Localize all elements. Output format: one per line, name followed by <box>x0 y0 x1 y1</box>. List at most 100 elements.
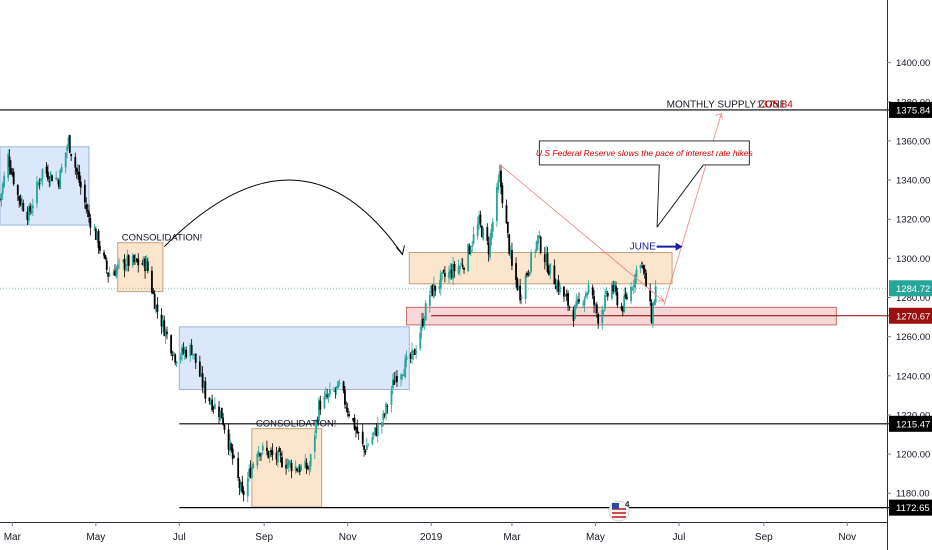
candle-body-2019-01-29 <box>468 246 471 255</box>
candle-body-2019-04-03 <box>556 282 559 292</box>
candle-body-2018-06-11 <box>151 270 153 293</box>
price-tick-label-1200: 1200.00 <box>896 450 930 461</box>
candle-body-2018-12-10 <box>400 374 402 380</box>
candle-body-2019-06-05 <box>642 265 645 270</box>
candle-body-2018-06-22 <box>166 331 168 334</box>
candle-body-2018-04-17 <box>75 168 78 172</box>
candle-body-2018-10-24 <box>335 386 338 389</box>
candle-body-2018-07-04 <box>182 348 185 353</box>
candle-body-2018-11-15 <box>365 445 368 450</box>
candle-body-2019-02-05 <box>478 216 480 226</box>
candle-body-2019-05-29 <box>632 285 635 287</box>
candle-body-2018-11-27 <box>382 413 385 421</box>
candle-body-2018-10-15 <box>323 396 326 409</box>
candle-body-2019-01-22 <box>459 265 461 270</box>
candle-body-2018-08-09 <box>231 448 234 459</box>
time-tick-label-7: May <box>586 532 605 543</box>
candle-body-2018-10-03 <box>307 466 309 469</box>
candle-body-2019-06-11 <box>650 303 653 323</box>
candle-body-2018-03-29 <box>49 172 52 180</box>
candle-body-2018-12-11 <box>401 374 404 377</box>
candle-body-2019-06-10 <box>649 289 652 302</box>
candle-body-2019-04-11 <box>567 293 569 306</box>
candle-body-2018-08-20 <box>246 478 249 497</box>
candle-body-2018-10-22 <box>333 390 335 392</box>
candle-body-2019-01-08 <box>439 273 442 289</box>
candle-body-2018-05-30 <box>134 258 137 261</box>
candle-body-2018-04-04 <box>57 180 60 187</box>
candle-body-2018-10-04 <box>308 467 311 470</box>
candle-body-2018-09-06 <box>270 450 272 452</box>
candle-body-2018-12-24 <box>419 332 422 349</box>
candle-body-2018-10-02 <box>305 462 308 470</box>
time-tick-label-10: Nov <box>838 532 856 543</box>
candle-body-2018-11-01 <box>346 408 349 413</box>
candle-body-2019-05-23 <box>624 294 627 297</box>
candle-body-2018-02-26 <box>7 153 10 178</box>
price-tick-label-1320: 1320.00 <box>896 215 930 226</box>
candle-body-2019-03-13 <box>527 273 530 274</box>
candle-body-2019-02-11 <box>486 227 489 241</box>
candle-body-2019-01-31 <box>471 245 474 247</box>
arc-arrowhead <box>396 245 405 256</box>
candle-body-2018-12-31 <box>428 294 431 307</box>
candle-body-2018-05-07 <box>103 252 105 256</box>
candle-body-2018-08-28 <box>257 451 260 457</box>
candle-body-2018-03-23 <box>41 168 44 179</box>
red-trendline <box>499 164 665 302</box>
candle-body-2019-02-22 <box>501 185 504 204</box>
candle-body-2018-02-28 <box>10 167 12 174</box>
monthly-supply-zone-label: MONTHLY SUPPLY ZONE <box>667 100 787 111</box>
candle-body-2018-07-31 <box>219 410 222 420</box>
candle-body-2018-03-09 <box>22 203 25 212</box>
candle-body-2018-11-20 <box>372 432 375 435</box>
projection-arrowhead <box>715 112 723 120</box>
candle-body-2019-04-12 <box>568 306 571 308</box>
candle-body-2018-09-25 <box>296 468 298 472</box>
level-tag-1215.47-bg <box>889 415 932 432</box>
candle-body-2019-01-03 <box>433 283 435 298</box>
current-price-tag: 1284.72 <box>896 284 930 295</box>
candle-body-2018-04-20 <box>79 181 82 188</box>
candle-body-2018-08-24 <box>252 463 255 468</box>
candle-body-2018-05-22 <box>123 258 126 270</box>
candle-body-2018-09-21 <box>290 462 293 472</box>
candle-body-2019-04-18 <box>576 299 579 304</box>
candle-body-2018-11-14 <box>364 450 367 453</box>
candle-body-2018-05-31 <box>135 258 138 262</box>
candle-body-2018-05-10 <box>107 272 110 277</box>
price-axis-labels: 1375.84 1270.67 1215.47 1172.65 1284.72 <box>889 101 932 516</box>
time-axis[interactable]: Mar May Jul Sep Nov 2019 Mar May Jul Sep Nov <box>4 522 857 543</box>
candle-body-2018-08-21 <box>248 469 251 477</box>
candle-body-2019-03-28 <box>547 270 550 275</box>
candle-body-2018-03-15 <box>30 209 33 214</box>
candle-body-2018-12-14 <box>405 356 408 360</box>
candle-body-2018-04-11 <box>67 137 70 147</box>
candle-body-2019-03-04 <box>515 263 517 281</box>
price-axis[interactable]: 1400.001380.001360.001340.001320.001300.… <box>887 58 930 500</box>
candle-body-2018-11-19 <box>371 437 374 444</box>
candle-body-2019-05-22 <box>623 295 626 312</box>
candle-body-2018-05-14 <box>112 272 115 276</box>
candle-body-2018-05-28 <box>131 255 134 266</box>
candle-body-2019-03-07 <box>519 285 522 301</box>
candle-body-2019-01-24 <box>461 264 464 267</box>
candle-body-2018-05-17 <box>116 264 119 269</box>
candle-body-2019-04-08 <box>563 286 565 297</box>
candle-body-2018-03-28 <box>48 181 51 183</box>
candle-body-2019-03-29 <box>549 263 552 273</box>
candle-body-2019-04-23 <box>583 298 586 306</box>
candle-body-2018-09-07 <box>271 450 274 455</box>
time-tick-label-2: Jul <box>173 532 186 543</box>
candle-body-2019-06-07 <box>645 272 647 288</box>
time-tick-label-5: 2019 <box>420 532 443 543</box>
candle-body-2019-04-29 <box>591 287 594 296</box>
candle-body-2018-11-22 <box>375 428 378 436</box>
candle-body-2018-11-23 <box>376 424 379 436</box>
candle-body-2018-03-21 <box>38 183 41 185</box>
candle-body-2018-11-13 <box>363 445 366 450</box>
candle-body-2018-05-15 <box>114 270 116 276</box>
candle-body-2018-12-03 <box>390 390 393 406</box>
candle-body-2019-01-01 <box>430 285 433 294</box>
candle-body-2019-04-24 <box>584 293 587 298</box>
